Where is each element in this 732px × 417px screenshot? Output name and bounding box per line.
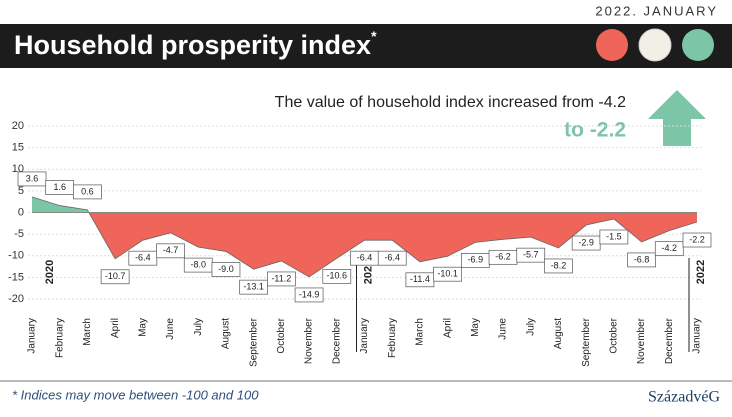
data-label: -6.4 [384,253,400,263]
label-box [17,171,47,187]
up-arrow [648,90,706,146]
x-tick-label: March [415,318,426,346]
data-label: -5.7 [523,250,539,260]
data-label: -2.2 [689,234,705,244]
label-box [433,266,462,282]
x-tick-label: April [110,318,121,338]
year-label: 2022 [695,260,707,284]
data-label: 0.6 [81,186,94,196]
data-label: -11.4 [410,274,430,284]
label-box [156,243,185,259]
data-label: -1.5 [606,231,622,241]
x-tick-label: December [331,317,342,364]
label-box [294,287,324,303]
data-label: -8.0 [190,259,206,269]
label-box [544,258,573,274]
x-tick-label: November [636,317,647,364]
x-tick-label: October [609,317,620,353]
y-tick-label: 0 [18,206,24,218]
x-tick-label: November [304,317,315,364]
title-text: Household prosperity index [14,30,371,60]
x-tick-label: December [664,317,675,364]
data-label: -13.1 [243,282,264,292]
data-label: -6.8 [634,254,650,264]
label-box [239,279,269,295]
area-line [31,196,698,278]
label-box [516,247,546,263]
logo: SzázadvéG [648,389,720,406]
y-tick-label: -5 [14,228,24,240]
annotation: The value of household index increased f… [275,94,626,111]
y-tick-label: -20 [8,293,24,305]
x-tick-label: June [498,318,509,340]
x-tick-label: August [221,318,232,349]
label-box [100,269,130,285]
year-label: 2021 [362,260,374,284]
footnote: * Indices may move between -100 and 100 [12,387,259,402]
label-box [73,184,102,200]
label-box [322,268,352,284]
y-tick-label: -15 [8,271,24,283]
data-label: 3.6 [26,173,39,183]
x-tick-label: April [442,318,453,338]
data-label: -11.2 [271,273,291,283]
x-tick-label: February [54,318,65,358]
x-tick-label: May [137,318,148,337]
y-tick-label: 5 [18,185,24,197]
x-tick-label: October [276,317,287,353]
icon [682,29,714,61]
x-tick-label: September [581,317,592,367]
y-tick-label: 20 [12,120,24,132]
data-label: -4.7 [163,245,179,255]
date: 2022. JANUARY [595,3,718,18]
x-tick-label: September [248,317,259,367]
data-label: -6.4 [135,253,151,263]
label-box [627,252,656,268]
data-label: -10.7 [105,271,126,281]
title-mark: * [371,28,377,44]
x-tick-label: February [387,318,398,358]
data-label: -6.4 [357,253,373,263]
label-box [377,250,407,266]
y-tick-label: 15 [12,142,24,154]
icon [596,29,628,61]
x-tick-label: May [470,318,481,337]
x-tick-label: June [165,318,176,340]
x-tick-label: January [359,318,370,354]
x-tick-label: January [692,318,703,354]
data-label: -10.1 [437,269,458,279]
x-tick-label: August [553,318,564,349]
data-label: -9.0 [218,264,234,274]
x-tick-label: March [82,318,93,346]
data-label: -2.9 [578,237,594,247]
annotation-value: to -2.2 [564,119,626,142]
icon [638,28,672,62]
label-box [599,229,629,245]
label-box [654,241,684,257]
data-label: 1.6 [53,182,66,192]
year-label: 2020 [44,260,56,284]
label-box [267,271,296,287]
data-label: -14.9 [299,289,320,299]
y-tick-label: -10 [8,250,24,262]
x-tick-label: July [525,318,536,336]
data-label: -4.2 [662,243,678,253]
title: Household prosperity index* [14,28,377,60]
x-tick-label: July [193,318,204,336]
label-box [128,250,158,266]
data-label: -8.2 [551,260,567,270]
data-label: -6.9 [468,255,484,265]
data-label: -6.2 [495,252,511,262]
x-tick-label: January [27,318,38,354]
label-box [682,232,712,248]
area [32,196,697,277]
data-label: -10.6 [327,271,348,281]
label-box [211,262,241,277]
